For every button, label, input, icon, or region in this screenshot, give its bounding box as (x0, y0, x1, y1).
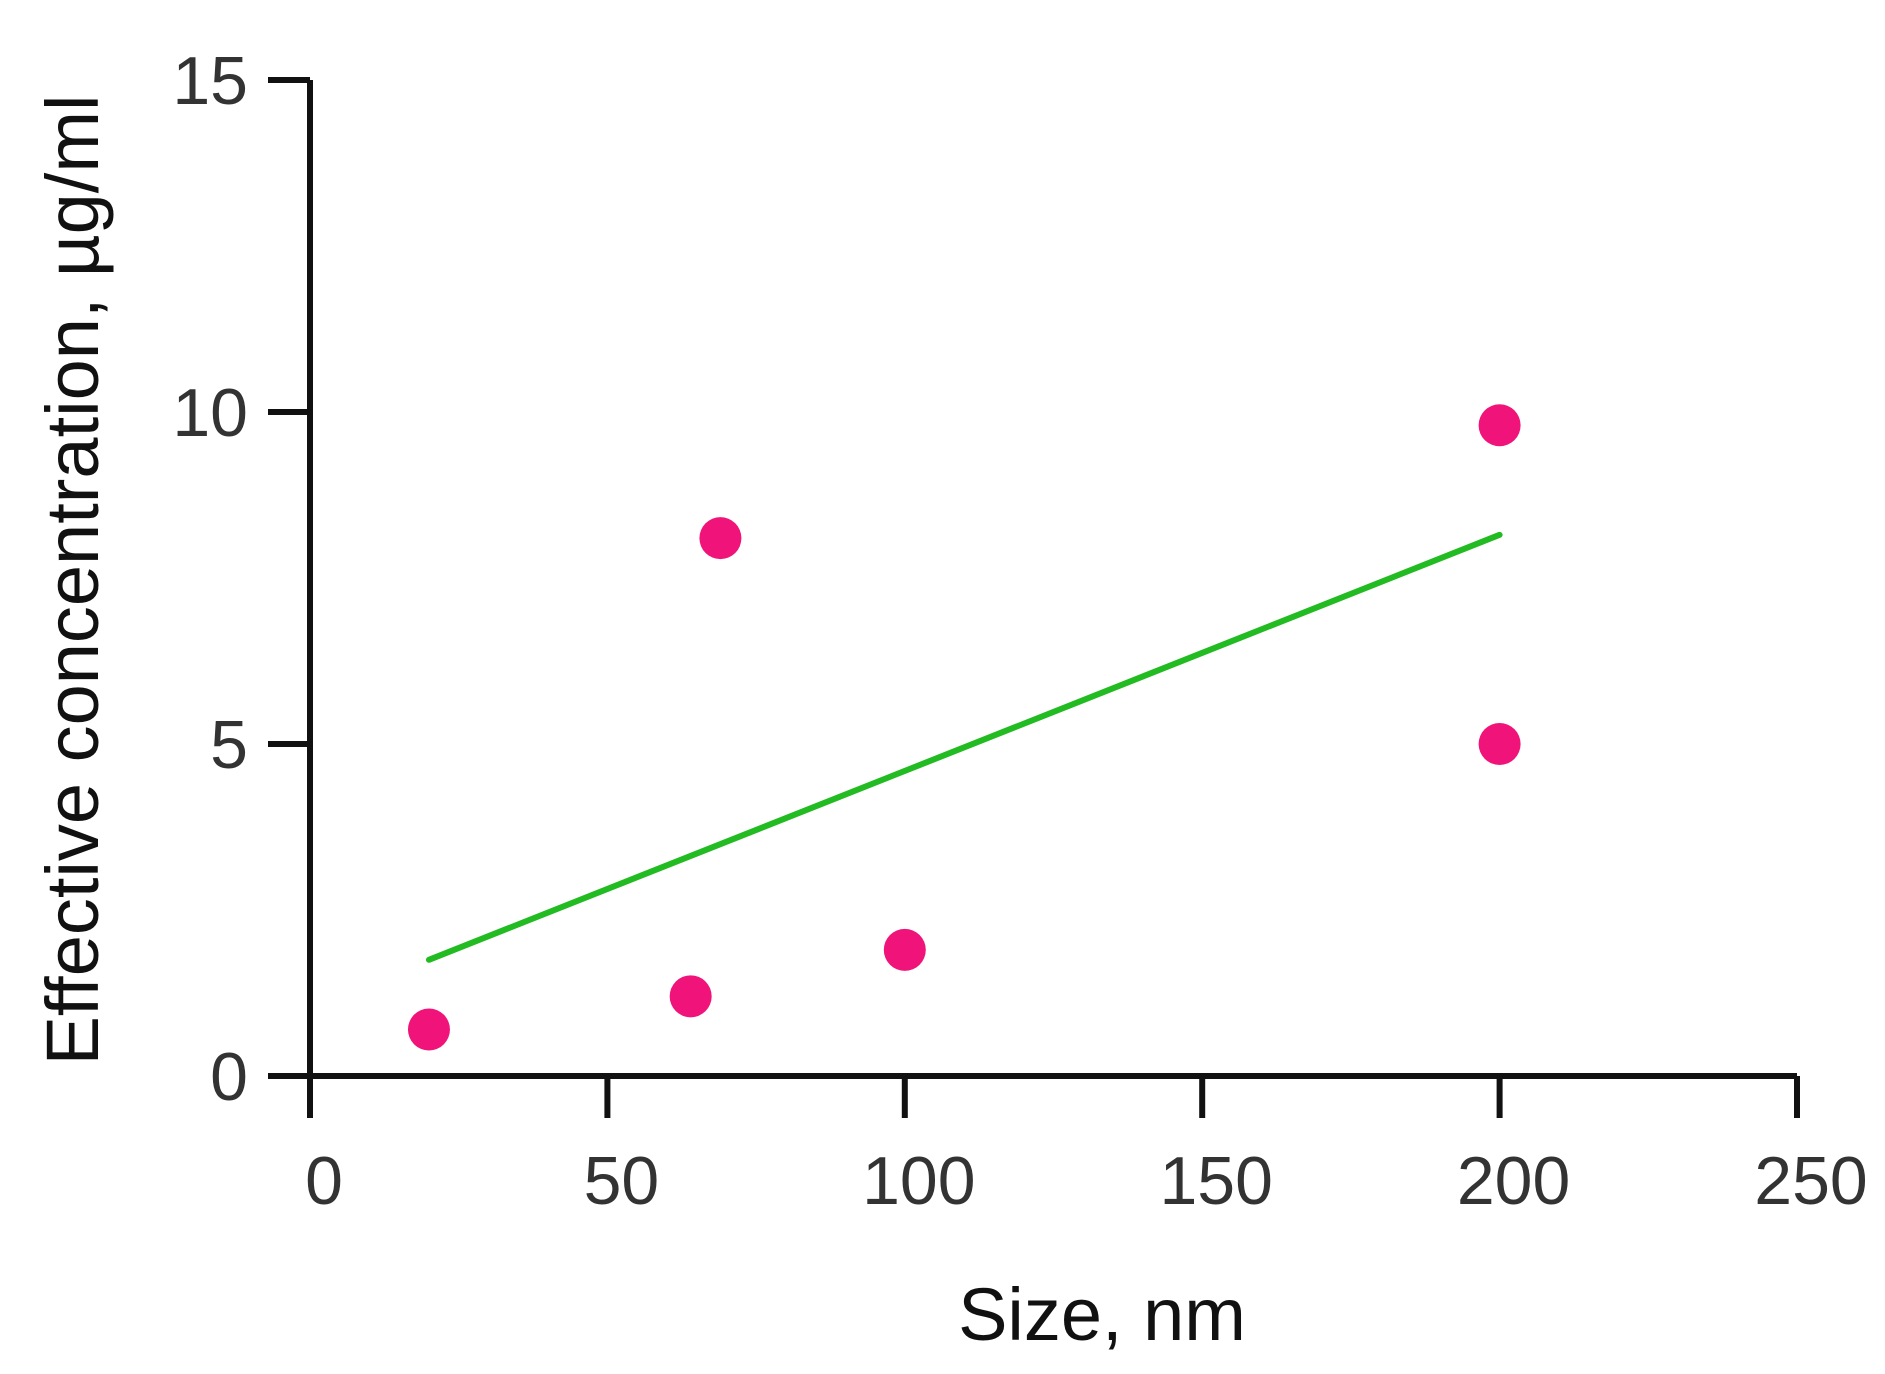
y-tick-label: 5 (210, 707, 248, 783)
data-point (1478, 404, 1521, 447)
data-point (669, 975, 712, 1018)
y-axis-title: Effective concentration, µg/ml (31, 95, 114, 1066)
x-axis-title: Size, nm (958, 1273, 1246, 1356)
data-point (407, 1008, 450, 1051)
y-tick-label: 15 (172, 43, 248, 119)
axes: 0 50 100 150 200 250 0 5 10 15 (172, 43, 1867, 1219)
data-point (699, 517, 742, 560)
x-tick-label: 0 (305, 1143, 343, 1219)
x-tick-label: 50 (584, 1143, 660, 1219)
x-tick-label: 250 (1754, 1143, 1867, 1219)
chart-marks (407, 404, 1521, 1051)
data-point (1478, 723, 1521, 765)
x-tick-label: 150 (1159, 1143, 1272, 1219)
y-tick-label: 10 (172, 375, 248, 451)
trend-line (425, 531, 1503, 963)
y-tick-label: 0 (210, 1039, 248, 1115)
x-tick-label: 100 (862, 1143, 975, 1219)
x-tick-label: 200 (1457, 1143, 1570, 1219)
data-point (883, 928, 926, 971)
